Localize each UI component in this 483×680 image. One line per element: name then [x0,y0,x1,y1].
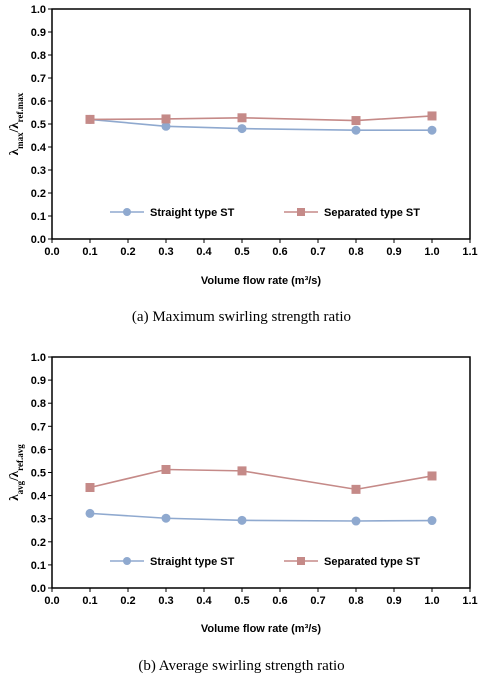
data-point [85,508,95,518]
y-tick-label: 0.1 [31,211,46,223]
x-tick-label: 0.9 [386,595,401,607]
series-line [89,512,433,522]
x-axis-label: Volume flow rate (m³/s) [201,275,322,287]
y-tick-label: 0.3 [31,165,46,177]
data-point [351,516,361,526]
y-axis-label: λavg/λref.avg [6,444,25,501]
y-tick-label: 0.9 [31,27,46,39]
data-point [161,513,171,523]
chart-panel-b: 0.0 0.1 0.2 0.3 0.4 0.5 0.6 0.7 0.8 0.9 1.0 0.0 0.1 0… [0,340,483,680]
x-tick-label: 0.5 [234,246,249,258]
x-tick-label: 0.4 [196,595,212,607]
y-tick-label: 0.6 [31,96,46,108]
plot-frame [51,356,471,589]
data-point [161,121,171,131]
y-tick-label: 0.8 [31,398,46,410]
x-tick-label: 1.0 [424,246,439,258]
y-tick-label: 0.0 [31,583,46,595]
x-tick-label: 0.3 [158,595,173,607]
y-tick-label: 0.5 [31,119,46,131]
legend-marker [123,208,131,216]
plot-frame [51,8,471,240]
chart-panel-a: 0.0 0.1 0.2 0.3 0.4 0.5 0.6 0.7 0.8 0.9 1.0 0.0 0.1 0… [6,4,478,325]
data-point [427,111,437,121]
legend-label: Straight type ST [150,556,235,568]
y-tick-label: 0.1 [31,560,46,572]
legend-label: Straight type ST [150,207,235,219]
data-point [85,483,95,493]
data-point [237,113,247,123]
legend-marker [297,208,305,216]
y-tick-label: 0.2 [31,537,46,549]
x-tick-label: 0.3 [158,246,173,258]
y-tick-label: 1.0 [31,352,46,364]
data-point [427,471,437,481]
x-tick-label: 0.6 [272,595,287,607]
data-point [351,125,361,135]
data-point [351,484,361,494]
x-tick-label: 0.2 [120,595,135,607]
series-line [89,118,432,132]
y-tick-label: 0.7 [31,421,46,433]
y-tick-label: 0.8 [31,50,46,62]
y-tick-label: 0.9 [31,375,46,387]
x-tick-label: 0.7 [310,595,325,607]
y-tick-label: 1.0 [31,4,46,16]
data-point [85,114,95,124]
data-point [161,464,171,474]
legend-marker [297,557,305,565]
y-tick-label: 0.0 [31,234,46,246]
y-tick-label: 0.4 [31,142,47,154]
data-point [427,516,437,526]
y-tick-label: 0.4 [31,491,47,503]
legend-label: Separated type ST [324,207,420,219]
y-tick-label: 0.6 [31,444,46,456]
x-tick-label: 0.0 [44,246,59,258]
x-tick-label: 0.8 [348,595,363,607]
x-tick-label: 0.9 [386,246,401,258]
x-tick-label: 0.7 [310,246,325,258]
x-tick-label: 1.1 [462,246,477,258]
legend-marker [123,557,131,565]
data-point [237,515,247,525]
series-line [89,468,433,491]
data-point [161,114,171,124]
x-tick-label: 0.8 [348,246,363,258]
legend-label: Separated type ST [324,556,420,568]
y-tick-label: 0.2 [31,188,46,200]
x-tick-label: 0.0 [44,595,59,607]
data-point [427,125,437,135]
data-point [237,466,247,476]
y-tick-label: 0.5 [31,468,46,480]
y-axis-label: λmax/λref.max [6,92,25,155]
y-tick-label: 0.3 [31,514,46,526]
chart-caption-a: (a) Maximum swirling strength ratio [131,309,352,325]
x-tick-label: 0.2 [120,246,135,258]
chart-a: 0.0 0.1 0.2 0.3 0.4 0.5 0.6 0.7 0.8 0.9 1.0 0.0 0.1 0… [6,4,478,287]
x-tick-label: 1.0 [424,595,439,607]
chart-caption-b: (b) Average swirling strength ratio [138,658,345,674]
x-tick-label: 0.4 [196,246,212,258]
chart-b: 0.0 0.1 0.2 0.3 0.4 0.5 0.6 0.7 0.8 0.9 1.0 0.0 0.1 0… [6,352,478,635]
x-tick-label: 0.1 [82,595,97,607]
x-tick-label: 0.5 [234,595,249,607]
x-tick-label: 0.1 [82,246,97,258]
x-tick-label: 1.1 [462,595,477,607]
data-point [351,116,361,126]
x-tick-label: 0.6 [272,246,287,258]
y-tick-label: 0.7 [31,73,46,85]
series-line [89,115,433,122]
data-point [237,124,247,134]
x-axis-label: Volume flow rate (m³/s) [201,623,322,635]
